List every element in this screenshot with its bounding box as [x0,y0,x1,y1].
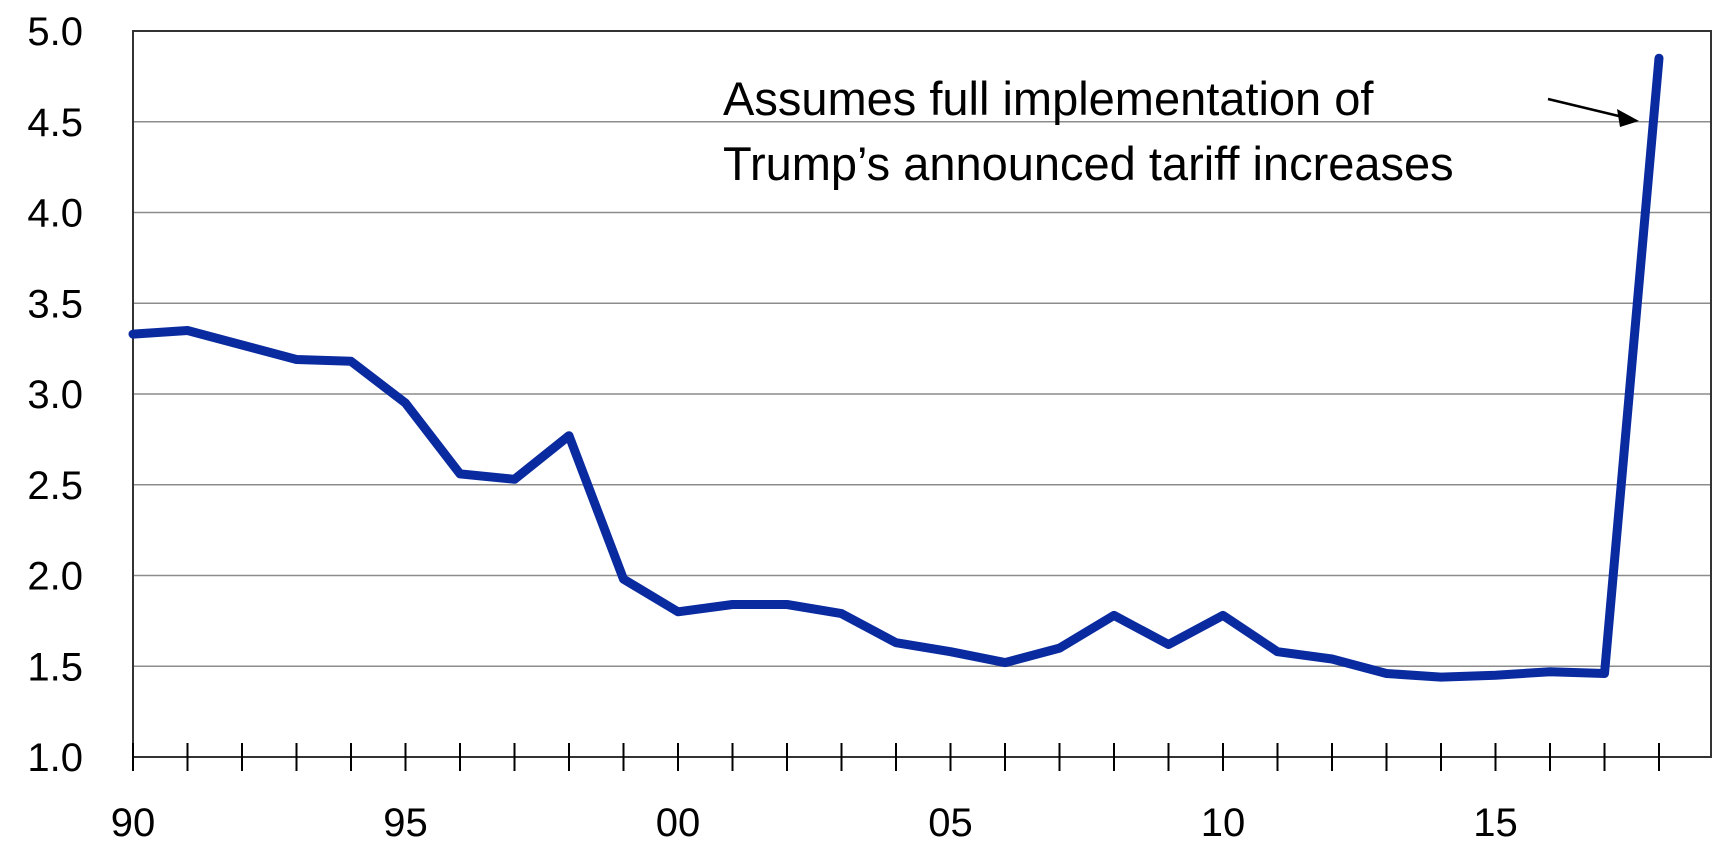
arrow-shaft [1547,97,1628,120]
y-tick-label: 5.0 [27,10,83,54]
x-tick-label: 95 [383,801,428,843]
y-tick-label: 1.0 [27,736,83,780]
y-tick-label: 4.0 [27,192,83,236]
series-layer [128,53,1664,682]
x-tick-label: 10 [1201,801,1246,843]
y-tick-label: 2.5 [27,464,83,508]
x-tick-label: 90 [111,801,156,843]
series-line-0 [128,53,1664,682]
x-tick-label: 15 [1473,801,1518,843]
y-axis-tick-labels: 1.0 1.5 2.0 2.5 3.0 3.5 4.0 4.5 5.0 [27,10,83,780]
annotation: Assumes full implementation of Trump’s a… [723,72,1639,190]
plot-frame [132,30,1712,758]
x-tick-label: 00 [656,801,701,843]
gridlines [133,30,1711,667]
annotation-arrow [1547,97,1639,127]
annotation-line-1: Assumes full implementation of [723,72,1374,125]
axes [132,30,1712,771]
y-tick-label: 3.0 [27,373,83,417]
y-tick-label: 3.5 [27,282,83,326]
x-axis-tick-labels: 90 95 00 05 10 15 [111,801,1518,843]
arrow-head [1617,109,1639,127]
annotation-line-2: Trump’s announced tariff increases [723,137,1454,190]
y-tick-label: 2.0 [27,555,83,599]
y-tick-label: 1.5 [27,645,83,689]
x-tick-label: 05 [928,801,973,843]
y-tick-label: 4.5 [27,101,83,145]
